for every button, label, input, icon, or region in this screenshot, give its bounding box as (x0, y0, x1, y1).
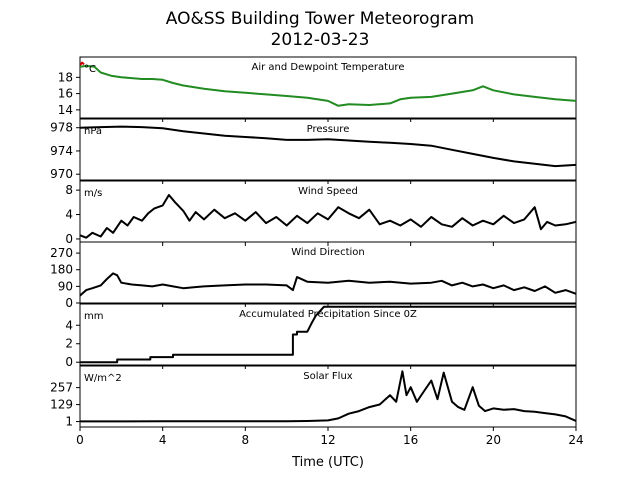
panel-4: 0 90 180 270 Wind Direction (50, 241, 577, 310)
panel-2: 970 974 978 Pressure hPa (50, 118, 577, 184)
series-line-1-1 (80, 61, 85, 66)
x-tick-label: 8 (242, 433, 250, 447)
x-tick-label: 0 (76, 433, 84, 447)
y-tick-label: 270 (50, 246, 73, 260)
panel-title: Pressure (307, 124, 350, 135)
y-tick-label: 974 (50, 144, 73, 158)
panel-unit: W/m^2 (84, 373, 122, 384)
series-line-6-1 (80, 370, 576, 423)
y-tick-label: 16 (58, 87, 73, 101)
series-line-5-1 (80, 305, 576, 364)
series-line-4-1 (80, 272, 576, 297)
y-tick-label: 129 (50, 398, 73, 412)
y-tick-label: 257 (50, 381, 73, 395)
panel-title: Wind Speed (298, 186, 358, 197)
chart-title: AO&SS Building Tower Meteorogram (166, 9, 474, 29)
panel-title: Solar Flux (303, 371, 353, 382)
x-tick-label: 24 (568, 433, 583, 447)
series-line-2-1 (80, 125, 576, 168)
y-tick-label: 0 (65, 296, 73, 310)
panel-unit: mm (84, 311, 103, 322)
panel-3: 0 4 8 Wind Speed m/s (65, 180, 577, 246)
y-tick-label: 4 (65, 318, 73, 332)
y-tick-label: 1 (65, 415, 73, 429)
series-line-1-2 (80, 64, 576, 107)
panel-title: Accumulated Precipitation Since 0Z (239, 309, 417, 320)
x-tick-label: 16 (403, 433, 418, 447)
y-tick-label: 2 (65, 337, 73, 351)
y-tick-label: 4 (65, 208, 73, 222)
y-tick-label: 18 (58, 70, 73, 84)
panel-1: 14 16 18 Air and Dewpoint Temperature °C (58, 56, 577, 122)
y-tick-label: 978 (50, 121, 73, 135)
y-tick-label: 90 (58, 279, 73, 293)
x-axis-label: Time (UTC) (291, 455, 364, 470)
panel-title: Air and Dewpoint Temperature (252, 62, 405, 73)
panel-unit: °C (84, 64, 96, 75)
y-tick-label: 0 (65, 232, 73, 246)
panel-title: Wind Direction (291, 247, 365, 258)
y-tick-label: 14 (58, 103, 73, 117)
panel-unit: hPa (84, 126, 102, 137)
panel-6: 1 129 257 Solar Flux W/m^2 (50, 365, 577, 431)
chart-date: 2012-03-23 (271, 30, 370, 50)
panel-5: 0 2 4 Accumulated Precipitation Since 0Z mm (65, 303, 577, 369)
panel-unit: m/s (84, 188, 102, 199)
y-tick-label: 8 (65, 183, 73, 197)
y-tick-label: 180 (50, 263, 73, 277)
x-tick-label: 4 (159, 433, 167, 447)
y-tick-label: 970 (50, 167, 73, 181)
y-tick-label: 0 (65, 355, 73, 369)
x-tick-label: 20 (486, 433, 501, 447)
series-line-3-1 (80, 194, 576, 239)
x-tick-label: 12 (320, 433, 335, 447)
